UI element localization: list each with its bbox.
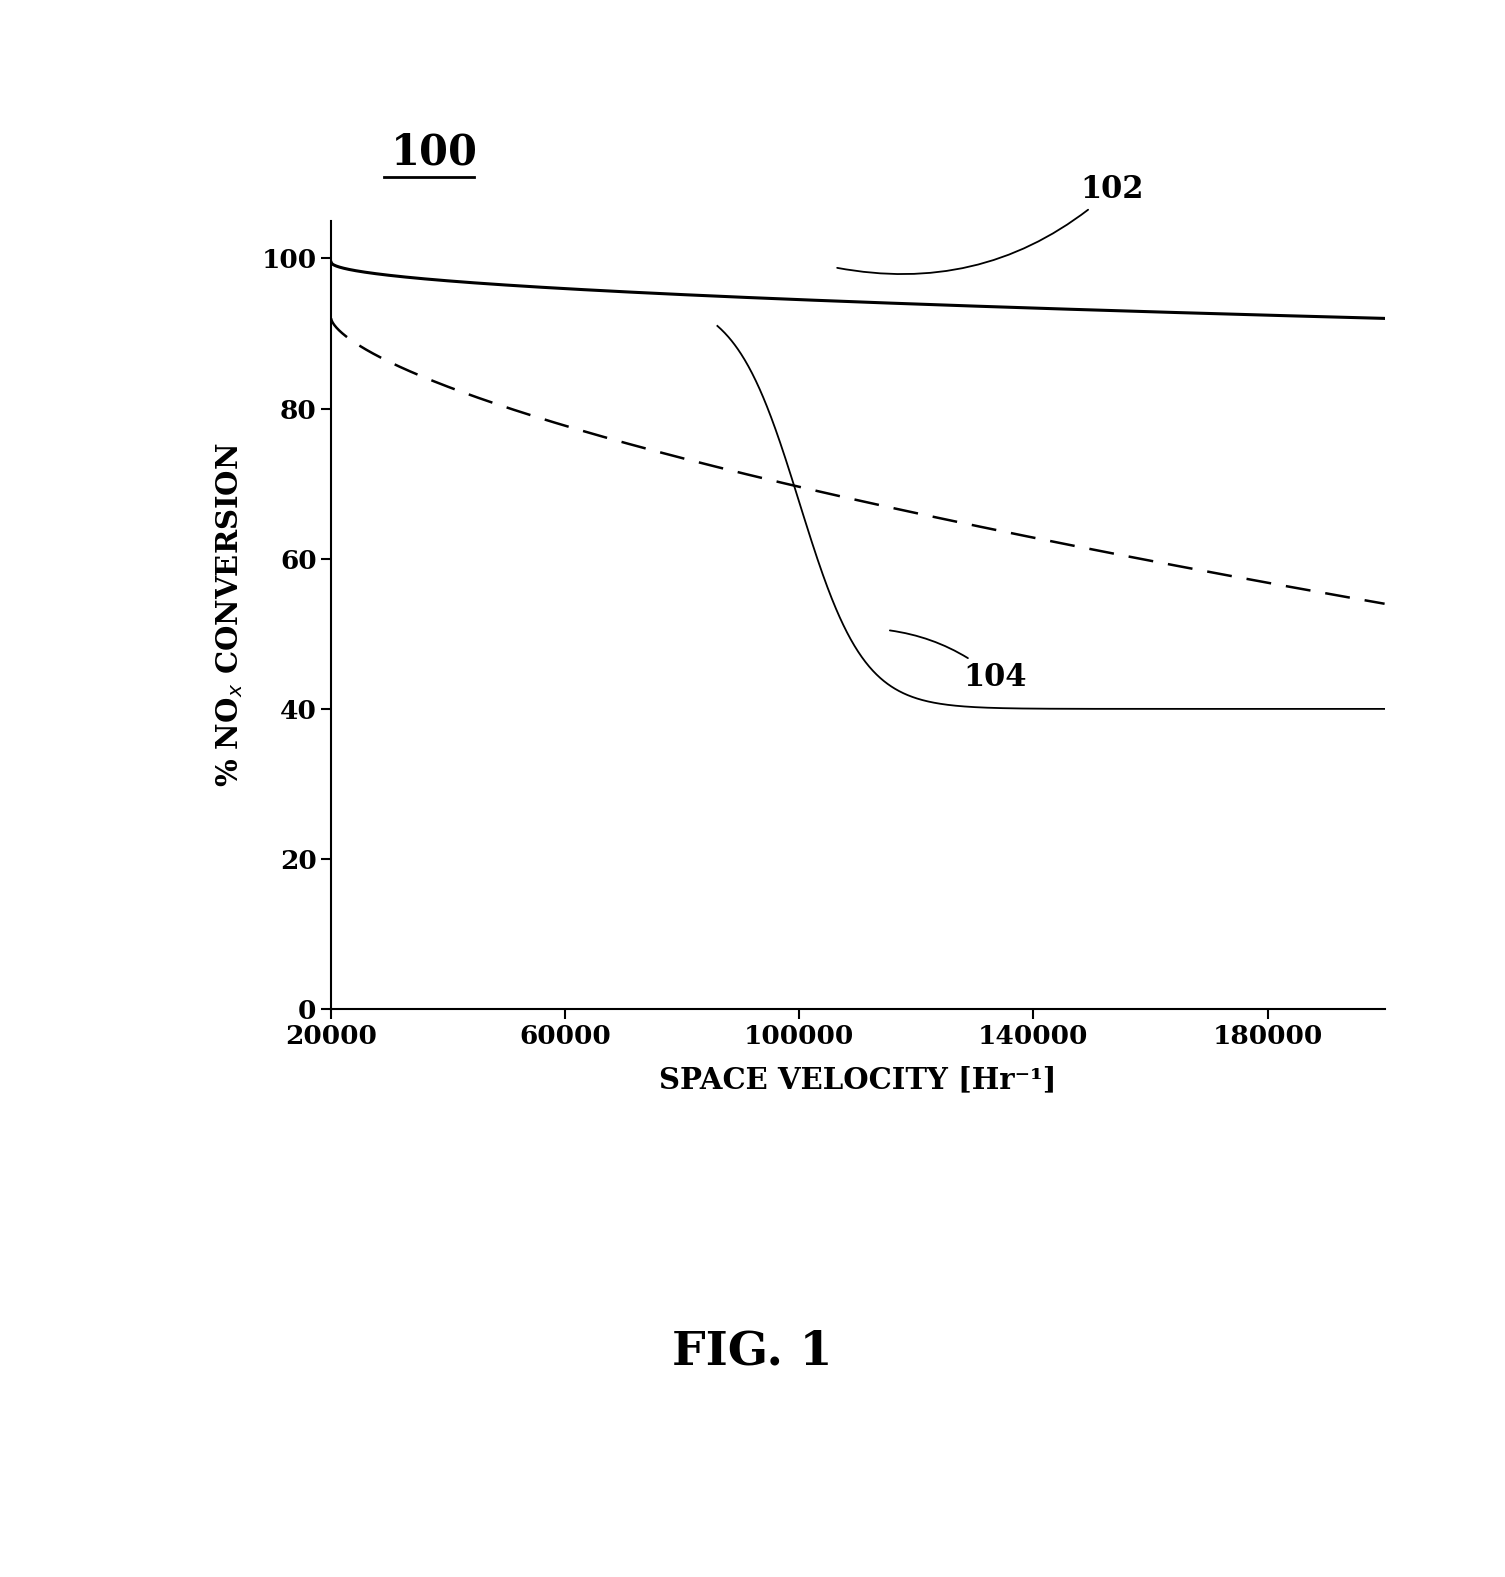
Text: 104: 104 bbox=[889, 631, 1026, 694]
X-axis label: SPACE VELOCITY [Hr⁻¹]: SPACE VELOCITY [Hr⁻¹] bbox=[659, 1066, 1057, 1094]
Text: FIG. 1: FIG. 1 bbox=[673, 1328, 832, 1374]
Text: 102: 102 bbox=[837, 173, 1144, 274]
Y-axis label: % NO$_x$ CONVERSION: % NO$_x$ CONVERSION bbox=[214, 443, 245, 787]
Text: 100: 100 bbox=[391, 131, 479, 173]
